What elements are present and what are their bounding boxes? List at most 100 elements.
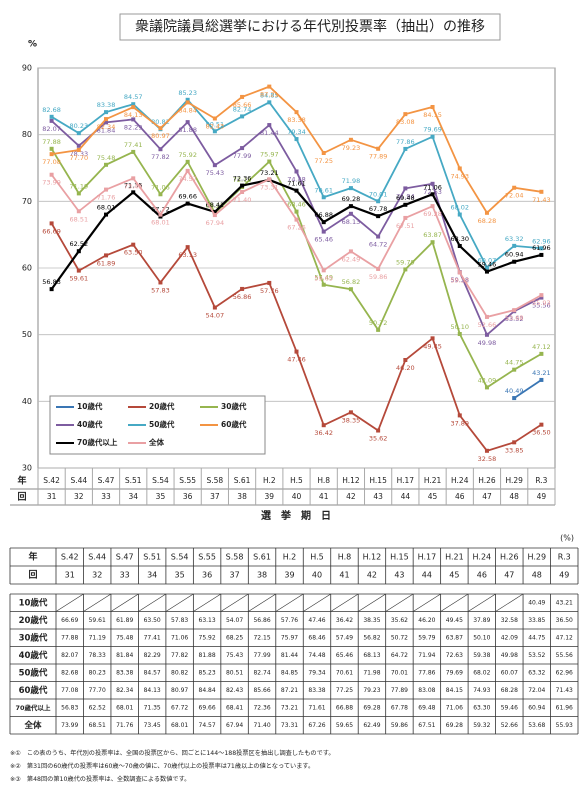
data-label: 85.66 <box>233 101 252 109</box>
point-marker <box>131 242 136 247</box>
table-row-label: 40歳代 <box>19 650 48 661</box>
empty-cell-slash <box>467 593 496 612</box>
point-marker <box>539 377 544 382</box>
data-label: 63.30 <box>450 235 469 243</box>
data-label: 75.48 <box>97 154 116 162</box>
table-cell: 84.15 <box>446 687 463 694</box>
table-cell: 77.99 <box>253 652 270 659</box>
legend-label: 10歳代 <box>77 401 103 411</box>
table-cell: 71.43 <box>556 687 573 694</box>
data-label: 73.31 <box>260 183 279 191</box>
point-marker <box>131 105 136 110</box>
point-marker <box>104 110 109 115</box>
table-cell: 71.40 <box>253 722 270 729</box>
data-label: 75.92 <box>178 151 197 159</box>
table-cell: 59.86 <box>391 722 408 729</box>
empty-cell-slash <box>165 593 194 612</box>
point-marker <box>185 120 190 125</box>
data-label: 71.06 <box>423 183 442 191</box>
legend-label: 70歳代以上 <box>77 437 118 447</box>
table-term: 40 <box>312 571 322 580</box>
data-label: 52.66 <box>478 321 497 329</box>
data-label: 67.72 <box>151 206 170 214</box>
point-marker <box>49 287 54 292</box>
table-cell: 42.09 <box>501 634 518 641</box>
point-marker <box>512 185 517 190</box>
data-label: 63.87 <box>423 231 442 239</box>
table-cell: 50.10 <box>473 634 490 641</box>
point-marker <box>294 110 299 115</box>
table-term: 34 <box>147 571 157 580</box>
data-label: 82.07 <box>42 125 61 133</box>
data-label: 68.02 <box>450 204 469 212</box>
point-marker <box>376 199 381 204</box>
table-cell: 79.23 <box>363 687 380 694</box>
point-marker <box>430 192 435 197</box>
table-cell: 55.56 <box>556 652 573 659</box>
point-marker <box>457 212 462 217</box>
data-label: 59.38 <box>450 276 469 284</box>
legend-label: 60歳代 <box>221 419 247 429</box>
data-label: 44.75 <box>505 359 524 367</box>
data-label: 67.94 <box>206 219 225 227</box>
table-year: H.21 <box>445 553 464 562</box>
empty-cell-slash <box>248 593 276 612</box>
point-marker <box>158 192 163 197</box>
y-tick-label: 30 <box>22 464 32 473</box>
table-term: 36 <box>202 571 212 580</box>
x-tick-label: H.5 <box>290 476 303 485</box>
data-label: 63.32 <box>505 235 524 243</box>
data-label: 62.52 <box>70 240 89 248</box>
table-cell: 71.94 <box>418 652 435 659</box>
table-cell: 79.34 <box>308 669 325 676</box>
table-cell: 68.25 <box>226 634 243 641</box>
data-label: 71.76 <box>97 194 116 202</box>
data-label: 75.43 <box>206 169 225 177</box>
point-marker <box>403 202 408 207</box>
data-label: 70.61 <box>314 186 333 194</box>
point-marker <box>430 134 435 139</box>
x-term-label: 39 <box>265 492 275 501</box>
data-label: 68.01 <box>151 219 170 227</box>
table-cell: 87.21 <box>281 687 298 694</box>
data-label: 80.23 <box>70 122 89 130</box>
point-marker <box>240 190 245 194</box>
y-tick-label: 60 <box>22 264 32 273</box>
x-tick-label: H.8 <box>317 476 330 485</box>
table-cell: 68.02 <box>473 669 490 676</box>
table-cell: 59.65 <box>336 722 353 729</box>
point-marker <box>484 210 489 215</box>
point-marker <box>158 280 163 285</box>
point-marker <box>376 214 381 219</box>
table-cell: 68.13 <box>363 652 380 659</box>
table-cell: 36.42 <box>336 617 353 624</box>
table-cell: 67.94 <box>226 722 243 729</box>
title-box <box>119 13 501 41</box>
table-row-label: 20歳代 <box>19 615 48 626</box>
point-marker <box>240 146 245 151</box>
table-cell: 73.99 <box>61 722 78 729</box>
x-row-label: 年 <box>17 475 26 487</box>
data-label: 57.49 <box>314 274 333 282</box>
data-label: 72.15 <box>233 176 252 184</box>
table-cell: 59.79 <box>418 634 435 641</box>
point-marker <box>267 100 272 105</box>
table-cell: 59.46 <box>501 704 518 711</box>
table-year: S.61 <box>253 553 271 562</box>
point-marker <box>104 253 109 258</box>
point-marker <box>430 336 435 341</box>
point-marker <box>321 229 326 234</box>
point-marker <box>267 280 272 285</box>
data-label: 59.65 <box>314 274 333 282</box>
table-cell: 67.26 <box>308 722 325 729</box>
table-row-label: 50歳代 <box>19 667 48 678</box>
table-cell: 77.86 <box>418 669 435 676</box>
data-label: 84.15 <box>423 111 442 119</box>
table-cell: 71.35 <box>144 704 161 711</box>
empty-cell-slash <box>412 593 441 612</box>
table-cell: 80.82 <box>171 669 188 676</box>
point-marker <box>158 147 163 152</box>
data-label: 56.86 <box>233 293 252 301</box>
table-cell: 77.41 <box>144 634 161 641</box>
x-term-label: 38 <box>237 492 247 501</box>
